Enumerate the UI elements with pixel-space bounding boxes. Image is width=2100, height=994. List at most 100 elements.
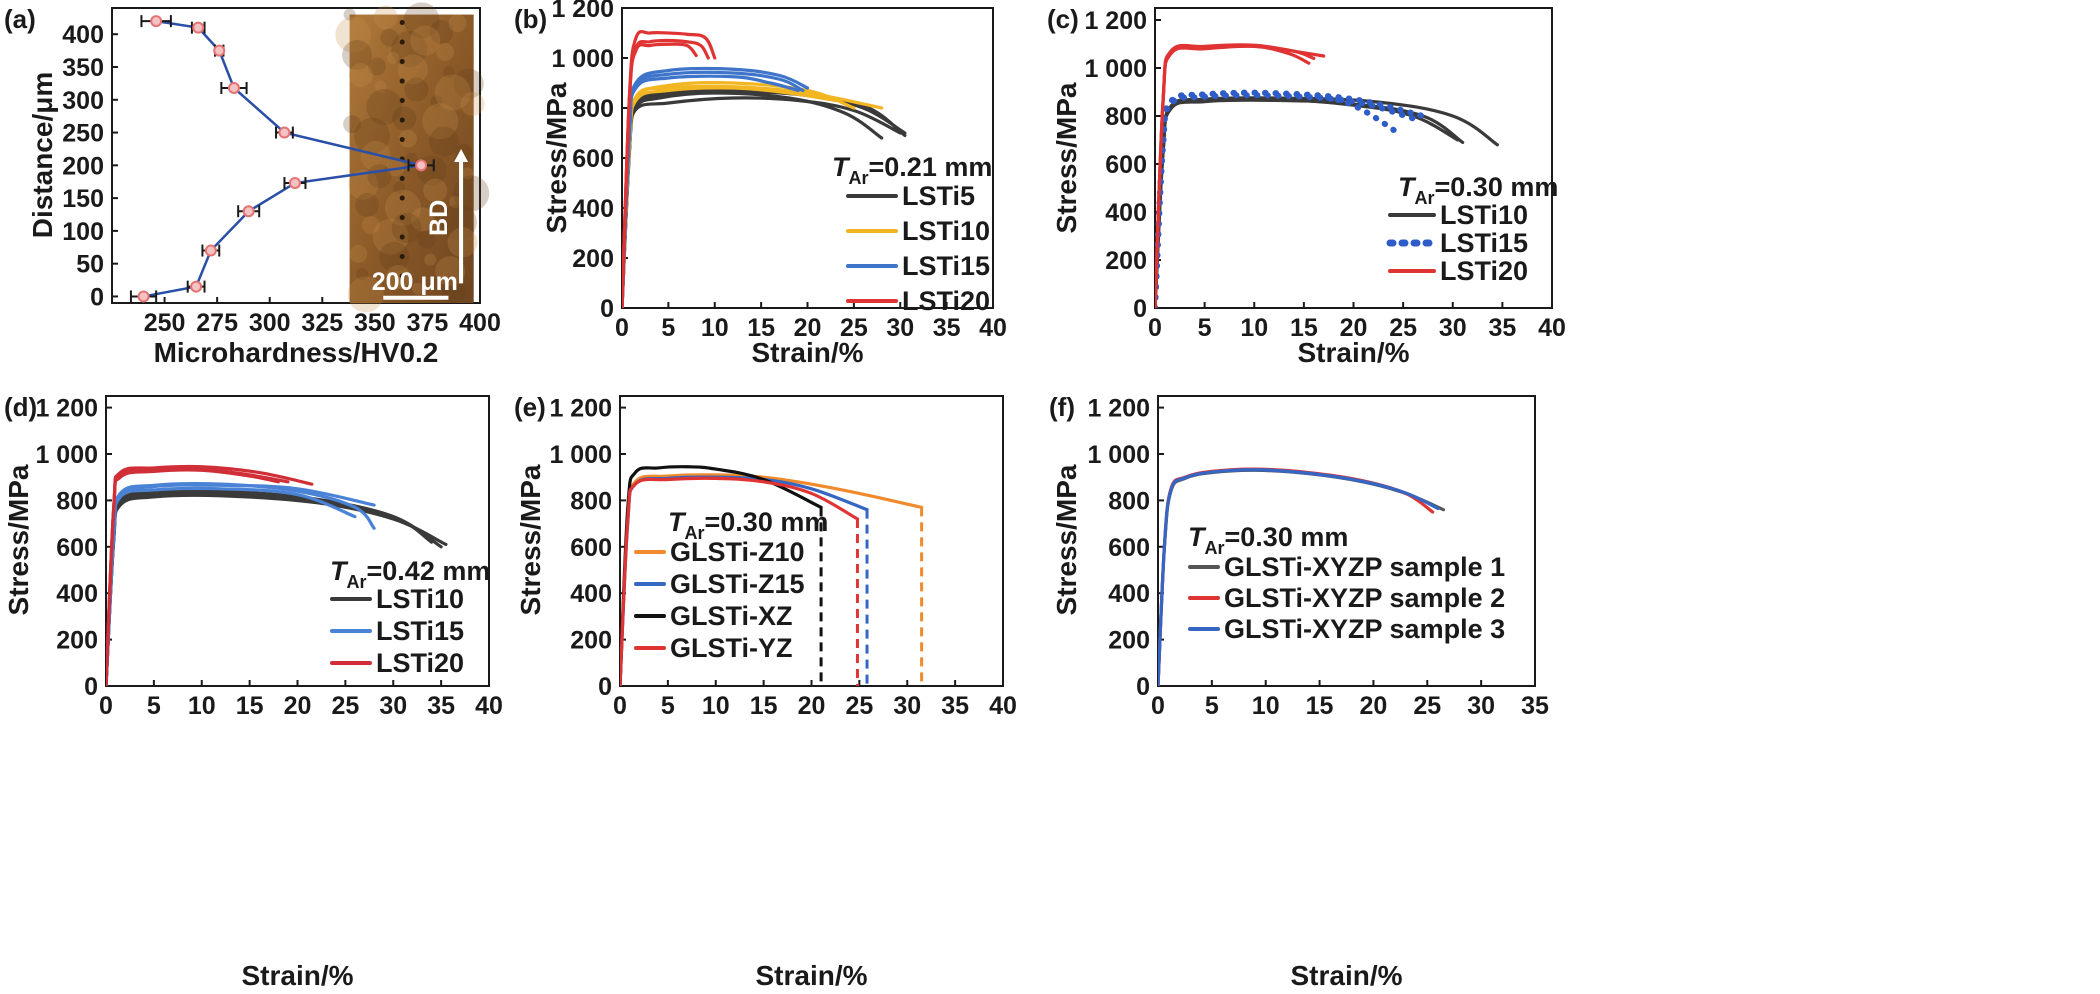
curve: [622, 74, 800, 308]
y-tick-label: 1 000: [35, 441, 98, 469]
grain: [436, 43, 455, 62]
pore: [399, 234, 405, 240]
grain: [460, 91, 485, 116]
y-tick-label: 150: [62, 185, 104, 213]
legend-title: TAr=0.42 mm: [330, 556, 490, 592]
legend-label: GLSTi-XZ: [670, 601, 793, 631]
y-tick-label: 0: [1133, 295, 1147, 323]
grain: [391, 213, 422, 244]
x-tick-label: 30: [379, 692, 407, 720]
y-tick-label: 600: [1105, 151, 1147, 179]
x-tick-label: 25: [845, 692, 873, 720]
legend-title: TAr=0.30 mm: [1188, 522, 1348, 558]
grain: [448, 14, 467, 33]
y-tick-label: 1 200: [35, 395, 98, 423]
y-tick-label: 0: [600, 295, 614, 323]
y-tick-label: 800: [1105, 103, 1147, 131]
x-tick-label: 25: [1389, 314, 1417, 342]
x-tick-label: 400: [459, 309, 501, 337]
pore: [399, 137, 405, 143]
x-axis-label: Strain/%: [241, 960, 353, 991]
legend-label: LSTi20: [376, 648, 464, 678]
x-axis-label: Strain/%: [755, 960, 867, 991]
grain: [367, 57, 386, 76]
data-point: [278, 126, 291, 139]
y-tick-label: 1 200: [551, 0, 614, 23]
x-tick-label: 20: [798, 692, 826, 720]
legend-label: LSTi20: [1440, 256, 1528, 286]
x-tick-label: 325: [301, 309, 343, 337]
x-tick-label: 10: [702, 692, 730, 720]
y-tick-label: 600: [1108, 534, 1150, 562]
panel-label: (a): [4, 4, 36, 34]
legend-label: GLSTi-YZ: [670, 633, 793, 663]
x-tick-label: 20: [1340, 314, 1368, 342]
grain: [434, 74, 471, 111]
grain: [386, 158, 405, 177]
plot-area: [106, 464, 448, 686]
grain: [348, 169, 379, 200]
y-tick-label: 0: [90, 283, 104, 311]
legend-label: LSTi15: [376, 616, 464, 646]
grain: [429, 201, 448, 220]
pore: [399, 117, 405, 123]
grain: [461, 167, 474, 180]
x-tick-label: 20: [1360, 692, 1388, 720]
curve: [622, 86, 837, 308]
x-axis-label: Strain/%: [751, 337, 863, 368]
data-point: [415, 159, 428, 172]
x-tick-label: 0: [613, 692, 627, 720]
x-tick-label: 35: [941, 692, 969, 720]
x-tick-label: 35: [1488, 314, 1516, 342]
grain: [453, 68, 484, 99]
pore: [399, 273, 405, 279]
legend-title-sub: Ar: [685, 523, 705, 543]
curve: [622, 38, 710, 308]
x-tick-label: 15: [1290, 314, 1318, 342]
legend-title-T: T: [1398, 172, 1417, 202]
grain: [343, 8, 356, 21]
legend-title-T: T: [1188, 522, 1207, 552]
grain: [360, 140, 391, 171]
legend-title-T: T: [832, 152, 851, 182]
legend-label: LSTi15: [902, 251, 990, 281]
grain: [430, 95, 443, 108]
y-tick-label: 1 000: [1084, 55, 1147, 83]
curve: [622, 70, 805, 308]
x-tick-label: 5: [1198, 314, 1212, 342]
y-axis-label: Stress/MPa: [515, 464, 546, 615]
bd-arrow-head: [454, 148, 469, 163]
x-tick-label: 5: [661, 692, 675, 720]
curve: [620, 476, 860, 686]
grain: [397, 54, 428, 85]
y-tick-label: 0: [84, 673, 98, 701]
x-axis-label: Microhardness/HV0.2: [154, 337, 439, 368]
grain: [343, 115, 362, 134]
y-tick-label: 400: [572, 195, 614, 223]
x-tick-label: 40: [979, 314, 1007, 342]
x-tick-label: 15: [236, 692, 264, 720]
y-tick-label: 400: [1105, 199, 1147, 227]
panel-label: (d): [4, 392, 37, 422]
curve: [106, 467, 290, 686]
grain: [374, 80, 387, 93]
y-tick-label: 400: [570, 580, 612, 608]
legend-title-sub: Ar: [347, 572, 367, 592]
y-tick-label: 100: [62, 218, 104, 246]
y-tick-label: 600: [572, 145, 614, 173]
pore: [399, 59, 405, 65]
series-glsti-yz: [620, 476, 860, 686]
y-tick-label: 50: [76, 251, 104, 279]
grain: [404, 77, 429, 102]
pore: [399, 254, 405, 260]
x-tick-label: 0: [1151, 692, 1165, 720]
x-tick-label: 20: [284, 692, 312, 720]
grain: [410, 207, 435, 232]
grain: [423, 178, 448, 203]
y-tick-label: 400: [62, 21, 104, 49]
curve: [1158, 468, 1440, 686]
curve: [1155, 44, 1316, 308]
y-tick-label: 1 000: [549, 441, 612, 469]
